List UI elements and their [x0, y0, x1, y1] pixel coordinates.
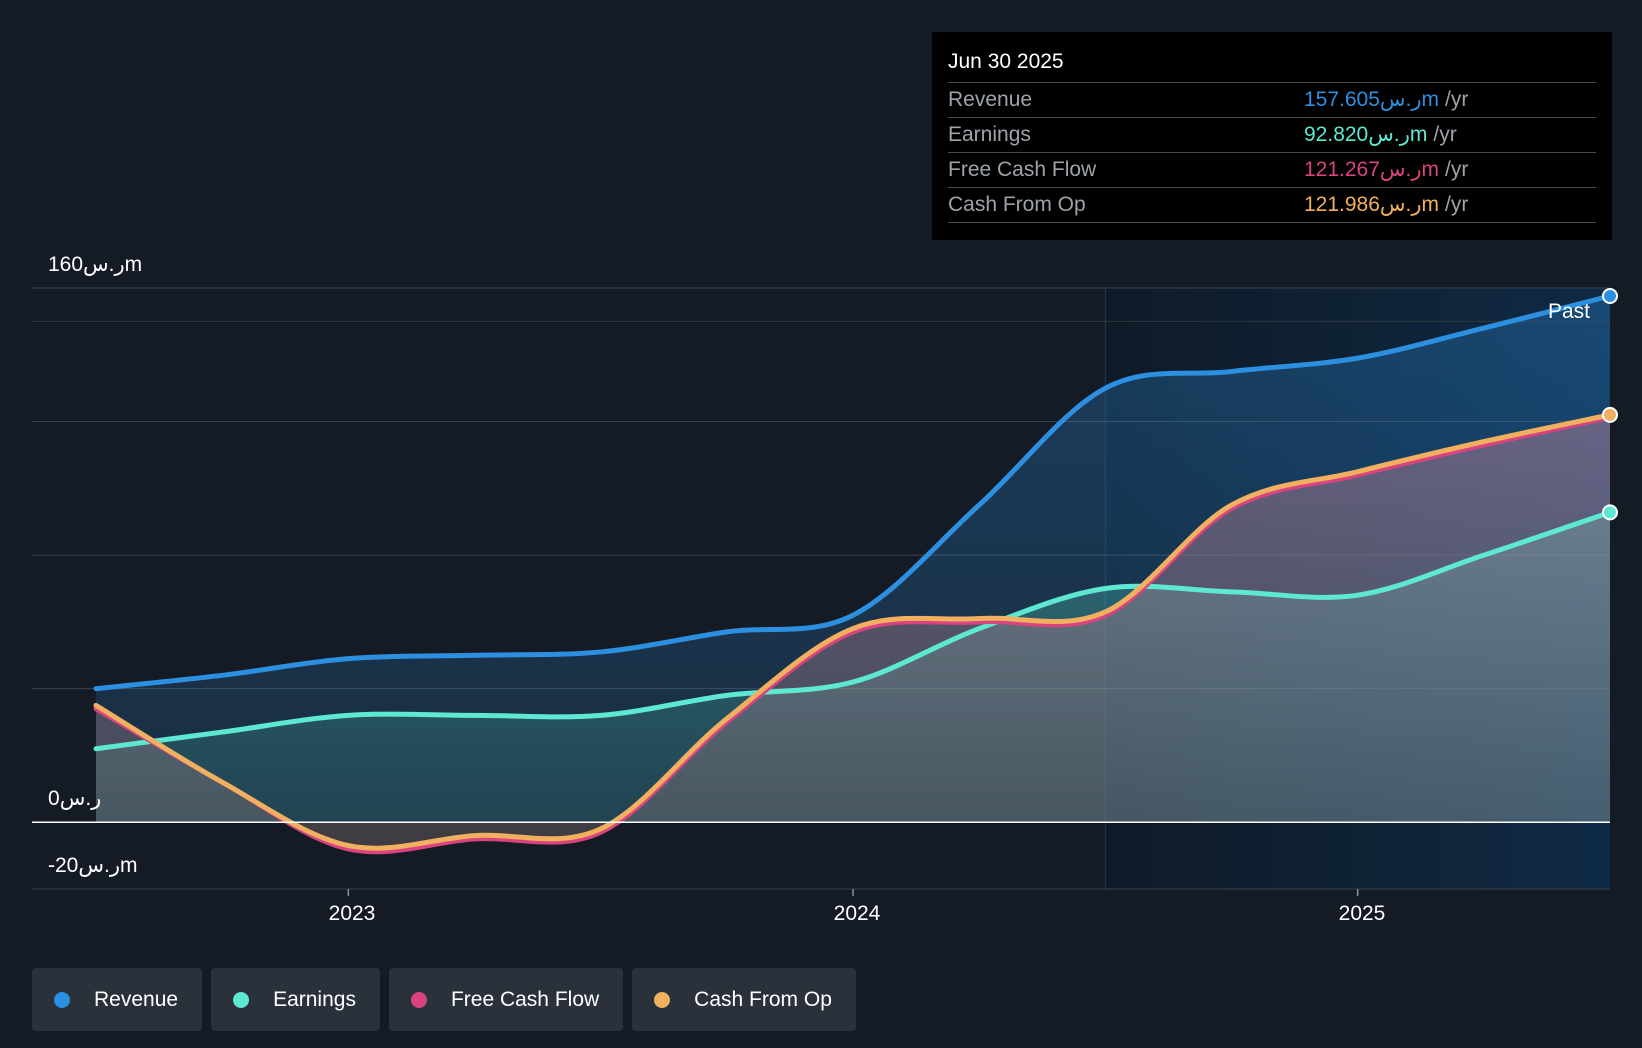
revenue-end-dot	[1602, 288, 1618, 305]
x-tick-2023: 2023	[328, 902, 376, 925]
tooltip-row-fcf: Free Cash Flow 121.267ر.سm /yr	[948, 153, 1596, 188]
fcf-dot-icon	[410, 991, 427, 1008]
tooltip-value: 92.820ر.سm	[1304, 123, 1428, 146]
fcf-line	[93, 414, 1613, 855]
tooltip-unit: /yr	[1445, 88, 1469, 111]
legend-label-cfo: Cash From Op	[694, 987, 832, 1011]
x-tick-2025: 2025	[1338, 902, 1386, 925]
lines-layer	[93, 293, 1613, 855]
tooltip-date: Jun 30 2025	[948, 46, 1596, 83]
axes-layer	[32, 821, 1610, 896]
earnings-line	[93, 509, 1613, 752]
legend-item-fcf[interactable]: Free Cash Flow	[388, 968, 624, 1031]
legend-item-earnings[interactable]: Earnings	[211, 968, 380, 1031]
cfo-dot-icon	[654, 991, 671, 1008]
grid-layer	[32, 287, 1610, 890]
revenue-dot-icon	[54, 991, 70, 1008]
tooltip-row-cfo: Cash From Op 121.986ر.سm /yr	[948, 188, 1596, 223]
tooltip-unit: /yr	[1445, 158, 1469, 181]
legend-label-revenue: Revenue	[94, 987, 179, 1011]
y-tick-zero: 0ر.س	[48, 787, 102, 810]
past-label: Past	[1548, 300, 1591, 323]
tooltip-label: Free Cash Flow	[948, 158, 1097, 181]
cfo-line	[93, 412, 1613, 851]
revenue-line	[93, 293, 1613, 692]
earnings-dot-icon	[233, 991, 250, 1008]
y-tick-top: 160ر.سm	[48, 253, 143, 276]
tooltip-label: Revenue	[948, 88, 1033, 111]
cfo-end-dot	[1602, 406, 1618, 423]
areas-layer	[96, 296, 1610, 849]
earnings-end-dot	[1602, 504, 1618, 521]
tooltip-unit: /yr	[1433, 123, 1457, 146]
y-tick-bottom: -20ر.سm	[48, 854, 138, 877]
tooltip-value: 121.267ر.سm	[1304, 158, 1440, 181]
legend-label-earnings: Earnings	[273, 987, 356, 1011]
tooltip-value: 157.605ر.سm	[1304, 88, 1440, 111]
end-dots-layer	[1602, 288, 1618, 521]
tooltip-unit: /yr	[1445, 193, 1469, 216]
tooltip-row-revenue: Revenue 157.605ر.سm /yr	[948, 83, 1596, 118]
legend-item-revenue[interactable]: Revenue	[32, 968, 203, 1031]
legend-item-cfo[interactable]: Cash From Op	[632, 968, 856, 1031]
tooltip-label: Cash From Op	[948, 193, 1086, 216]
tooltip-value: 121.986ر.سm	[1304, 193, 1440, 216]
x-tick-2024: 2024	[833, 902, 881, 925]
tooltip: Jun 30 2025 Revenue 157.605ر.سm /yr Earn…	[932, 32, 1612, 240]
legend-label-fcf: Free Cash Flow	[450, 987, 600, 1011]
tooltip-label: Earnings	[948, 123, 1031, 146]
tooltip-row-earnings: Earnings 92.820ر.سm /yr	[948, 118, 1596, 153]
legend: Revenue Earnings Free Cash Flow Cash Fro…	[32, 968, 856, 1031]
